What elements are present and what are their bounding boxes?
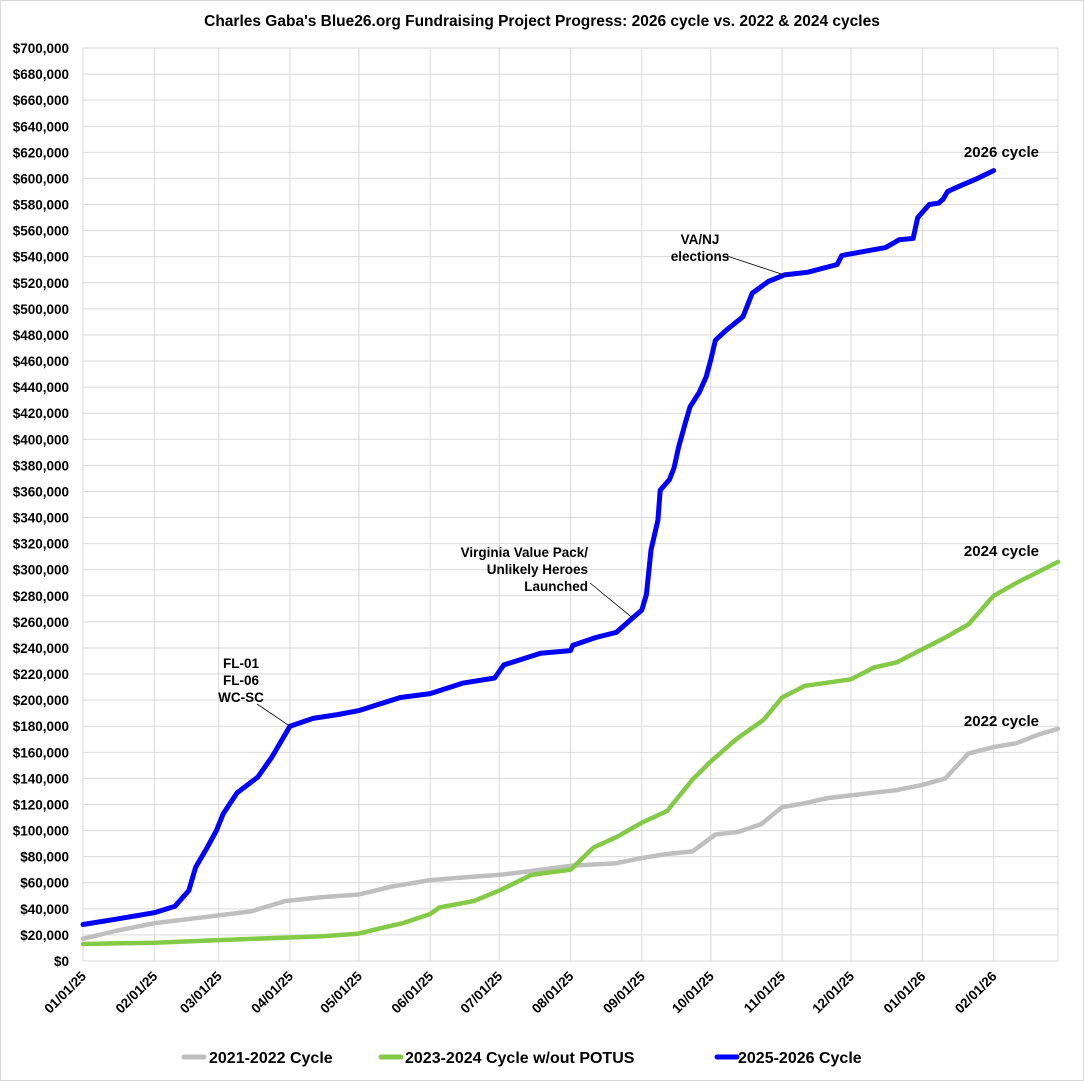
annotation-leader-line [726,255,785,276]
y-tick-label: $120,000 [13,797,69,812]
x-axis-tick-labels: 01/01/25 02/01/25 03/01/25 04/01/25 05/01/25… [41,968,1000,1016]
y-tick-label: $180,000 [13,719,69,734]
y-tick-label: $320,000 [13,537,69,552]
x-tick-label: 10/01/25 [669,968,717,1016]
series-end-label: 2024 cycle [964,543,1039,560]
y-tick-label: $440,000 [13,380,69,395]
y-tick-label: $580,000 [13,198,69,213]
y-tick-label: $640,000 [13,119,69,134]
legend-label: 2025-2026 Cycle [738,1050,862,1067]
x-tick-label: 01/01/25 [41,968,89,1016]
annotation-text: FL-01 [223,656,259,671]
annotation-text: VA/NJ [681,232,720,247]
y-tick-label: $460,000 [13,354,69,369]
y-tick-label: $620,000 [13,145,69,160]
y-tick-label: $60,000 [20,876,69,891]
y-tick-label: $700,000 [13,41,69,56]
series-lines [80,168,1061,947]
y-tick-label: $480,000 [13,328,69,343]
annotation-text: FL-06 [223,673,259,688]
y-tick-label: $340,000 [13,511,69,526]
series-line-2 [80,168,997,927]
y-tick-label: $540,000 [13,250,69,265]
x-tick-label: 07/01/25 [458,968,506,1016]
series-end-label: 2022 cycle [964,713,1039,730]
x-tick-label: 02/01/26 [952,968,1000,1016]
x-tick-label: 06/01/25 [389,968,437,1016]
y-tick-label: $200,000 [13,693,69,708]
annotation-leader-line [256,703,291,727]
annotation-text: Unlikely Heroes [487,562,588,577]
legend-label: 2023-2024 Cycle w/out POTUS [405,1050,635,1067]
x-tick-label: 08/01/25 [529,968,577,1016]
annotation-text: Virginia Value Pack/ [461,545,589,560]
y-tick-label: $600,000 [13,171,69,186]
y-tick-label: $80,000 [20,850,69,865]
x-tick-label: 01/01/26 [881,968,929,1016]
y-tick-label: $420,000 [13,406,69,421]
x-tick-label: 03/01/25 [177,968,225,1016]
y-tick-label: $380,000 [13,458,69,473]
y-tick-label: $40,000 [20,902,69,917]
y-tick-label: $240,000 [13,641,69,656]
y-tick-label: $0 [54,954,69,969]
y-tick-label: $220,000 [13,667,69,682]
y-tick-label: $160,000 [13,745,69,760]
y-axis-tick-labels: $0 $20,000 $40,000 $60,000 $80,000 $100,000 $1… [13,41,69,969]
x-tick-label: 02/01/25 [113,968,161,1016]
y-tick-label: $20,000 [20,928,69,943]
x-tick-label: 09/01/25 [600,968,648,1016]
y-tick-label: $100,000 [13,824,69,839]
y-tick-label: $660,000 [13,93,69,108]
y-tick-label: $400,000 [13,432,69,447]
gridlines [82,47,1059,962]
y-tick-label: $520,000 [13,276,69,291]
y-tick-label: $280,000 [13,589,69,604]
annotation-text: WC-SC [218,690,264,705]
x-tick-label: 11/01/25 [741,968,789,1016]
series-line-0 [80,726,1061,942]
series-end-labels: 2022 cycle 2024 cycle 2026 cycle [964,144,1039,730]
y-tick-label: $680,000 [13,67,69,82]
y-tick-label: $360,000 [13,484,69,499]
annotation-leader-line [589,582,633,619]
y-tick-label: $500,000 [13,302,69,317]
y-tick-label: $260,000 [13,615,69,630]
legend-label: 2021-2022 Cycle [209,1050,333,1067]
legend: 2021-2022 Cycle 2023-2024 Cycle w/out POT… [181,1050,862,1067]
y-tick-label: $300,000 [13,563,69,578]
x-tick-label: 04/01/25 [248,968,296,1016]
x-tick-label: 05/01/25 [317,968,365,1016]
x-tick-label: 12/01/25 [809,968,857,1016]
y-tick-label: $140,000 [13,771,69,786]
chart-title: Charles Gaba's Blue26.org Fundraising Pr… [204,13,880,30]
annotations: FL-01 FL-06 WC-SC Virginia Value Pack/Unlik… [218,232,785,727]
y-tick-label: $560,000 [13,224,69,239]
series-end-label: 2026 cycle [964,144,1039,161]
annotation-text: elections [671,249,730,264]
annotation-text: Launched [524,579,588,594]
